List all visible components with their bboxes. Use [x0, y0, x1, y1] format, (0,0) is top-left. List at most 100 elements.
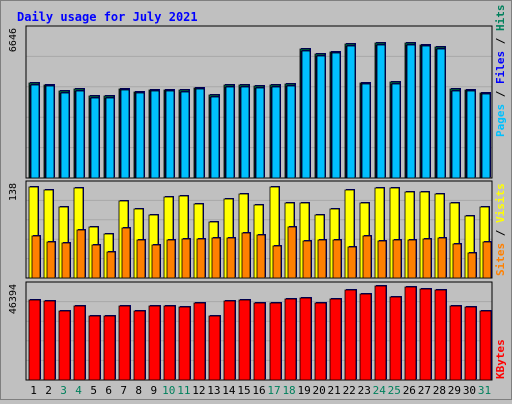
bar-pages-day-17 [271, 86, 281, 179]
bar-sites-day-4 [76, 229, 86, 279]
x-tick-label: 9 [150, 384, 157, 397]
bar-pages-day-23 [361, 83, 371, 179]
legend-2: KBytes [494, 339, 507, 379]
bar-pages-day-4 [75, 90, 85, 179]
legend-visits: Visits [494, 183, 507, 223]
legend-0: Pages / Files / Hits [494, 5, 507, 138]
bar-kbytes-day-7 [118, 305, 131, 381]
bar-sites-day-28 [437, 237, 447, 279]
bar-sites-day-18 [287, 226, 297, 279]
bar-kbytes-day-19 [299, 297, 312, 381]
bar-kbytes-day-1 [28, 299, 41, 381]
bar-pages-day-6 [105, 97, 115, 179]
x-tick-label: 10 [162, 384, 175, 397]
bar-kbytes-day-25 [389, 296, 402, 381]
bar-pages-day-2 [45, 85, 55, 179]
bar-sites-day-9 [151, 244, 161, 279]
bar-kbytes-day-29 [449, 305, 462, 381]
x-tick-label: 16 [252, 384, 265, 397]
bar-kbytes-day-3 [58, 310, 71, 381]
bar-sites-day-1 [31, 235, 41, 279]
bar-kbytes-day-21 [329, 298, 342, 381]
bar-pages-day-25 [391, 83, 401, 179]
x-tick-label: 23 [358, 384, 371, 397]
bar-pages-day-18 [286, 85, 296, 179]
bar-pages-day-11 [180, 91, 190, 179]
bar-kbytes-day-28 [434, 289, 447, 381]
x-tick-label: 26 [403, 384, 416, 397]
bar-kbytes-day-2 [43, 300, 56, 381]
bar-sites-day-11 [181, 238, 191, 279]
legend-separator: / [494, 223, 507, 243]
bar-kbytes-day-4 [73, 305, 86, 381]
bar-sites-day-5 [91, 244, 101, 279]
bar-kbytes-day-13 [208, 315, 221, 381]
bar-kbytes-day-17 [269, 302, 282, 381]
panel-kbytes: 46394 [8, 281, 493, 381]
bar-sites-day-20 [317, 239, 327, 279]
bar-kbytes-day-5 [88, 315, 101, 381]
x-tick-label: 22 [343, 384, 356, 397]
bar-sites-day-2 [46, 241, 56, 279]
bar-pages-day-8 [135, 92, 145, 179]
legend-sites: Sites [494, 243, 507, 276]
x-tick-label: 27 [418, 384, 431, 397]
x-tick-label: 6 [105, 384, 112, 397]
x-tick-label: 31 [478, 384, 491, 397]
bar-pages-day-5 [90, 97, 100, 179]
bar-pages-day-29 [451, 90, 461, 179]
legend-separator: / [494, 84, 507, 104]
bar-sites-day-16 [256, 234, 266, 279]
x-tick-label: 13 [207, 384, 220, 397]
x-tick-label: 15 [237, 384, 250, 397]
bar-pages-day-16 [255, 87, 265, 179]
x-tick-label: 25 [388, 384, 401, 397]
panel-visits-sites: 138 [8, 180, 493, 279]
x-tick-label: 2 [45, 384, 52, 397]
bar-sites-day-6 [106, 251, 116, 279]
x-tick-label: 17 [267, 384, 280, 397]
x-tick-label: 28 [433, 384, 446, 397]
bar-pages-day-20 [316, 55, 326, 179]
bar-pages-day-15 [240, 86, 250, 179]
bar-kbytes-day-11 [178, 306, 191, 381]
bar-pages-day-22 [346, 45, 356, 179]
bar-kbytes-day-31 [479, 310, 492, 381]
bar-sites-day-19 [302, 240, 312, 279]
bar-pages-day-24 [376, 44, 386, 179]
x-tick-label: 14 [222, 384, 236, 397]
bar-sites-day-15 [241, 232, 251, 279]
bar-sites-day-7 [121, 227, 131, 279]
x-tick-label: 21 [328, 384, 341, 397]
bar-pages-day-26 [406, 44, 416, 179]
x-tick-label: 24 [373, 384, 387, 397]
bar-sites-day-21 [332, 239, 342, 279]
bar-kbytes-day-8 [133, 310, 146, 381]
bar-sites-day-12 [196, 238, 206, 279]
bar-sites-day-31 [482, 241, 492, 279]
bar-sites-day-10 [166, 239, 176, 279]
bar-kbytes-day-24 [374, 285, 387, 381]
bar-kbytes-day-16 [253, 302, 266, 381]
bar-pages-day-27 [421, 45, 431, 179]
x-tick-label: 8 [135, 384, 142, 397]
x-tick-label: 30 [463, 384, 476, 397]
x-tick-label: 1 [30, 384, 37, 397]
x-tick-label: 18 [282, 384, 295, 397]
bar-sites-day-30 [467, 252, 477, 279]
bar-sites-day-29 [452, 243, 462, 279]
chart-title: Daily usage for July 2021 [17, 10, 198, 24]
y-max-label: 46394 [8, 284, 19, 314]
y-max-label: 6646 [8, 28, 19, 52]
legend-separator: / [494, 31, 507, 51]
bar-pages-day-3 [60, 92, 70, 179]
x-tick-label: 7 [120, 384, 127, 397]
bar-sites-day-23 [362, 235, 372, 279]
bar-sites-day-3 [61, 242, 71, 279]
bar-kbytes-day-22 [344, 289, 357, 381]
bar-kbytes-day-27 [419, 288, 432, 381]
bar-pages-day-12 [195, 88, 205, 179]
x-tick-label: 19 [297, 384, 310, 397]
